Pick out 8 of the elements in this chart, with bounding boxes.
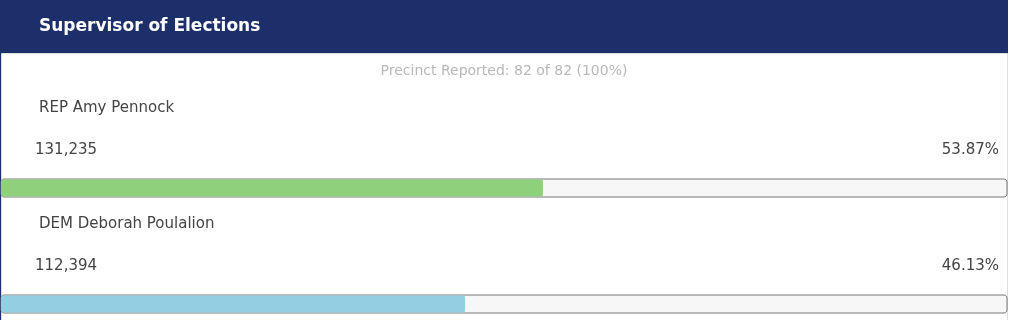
data-label: 53.87% xyxy=(941,140,999,158)
annotation: 131,235 xyxy=(35,140,98,158)
y-tick-label: REP Amy Pennock xyxy=(39,98,175,116)
text: Precinct Reported: 82 of 82 (100%) xyxy=(380,62,628,78)
chart-title: Supervisor of Elections xyxy=(39,15,261,35)
annotation: 112,394 xyxy=(35,256,98,274)
y-tick-label: DEM Deborah Poulalion xyxy=(39,214,215,232)
data-label: 46.13% xyxy=(941,256,999,274)
